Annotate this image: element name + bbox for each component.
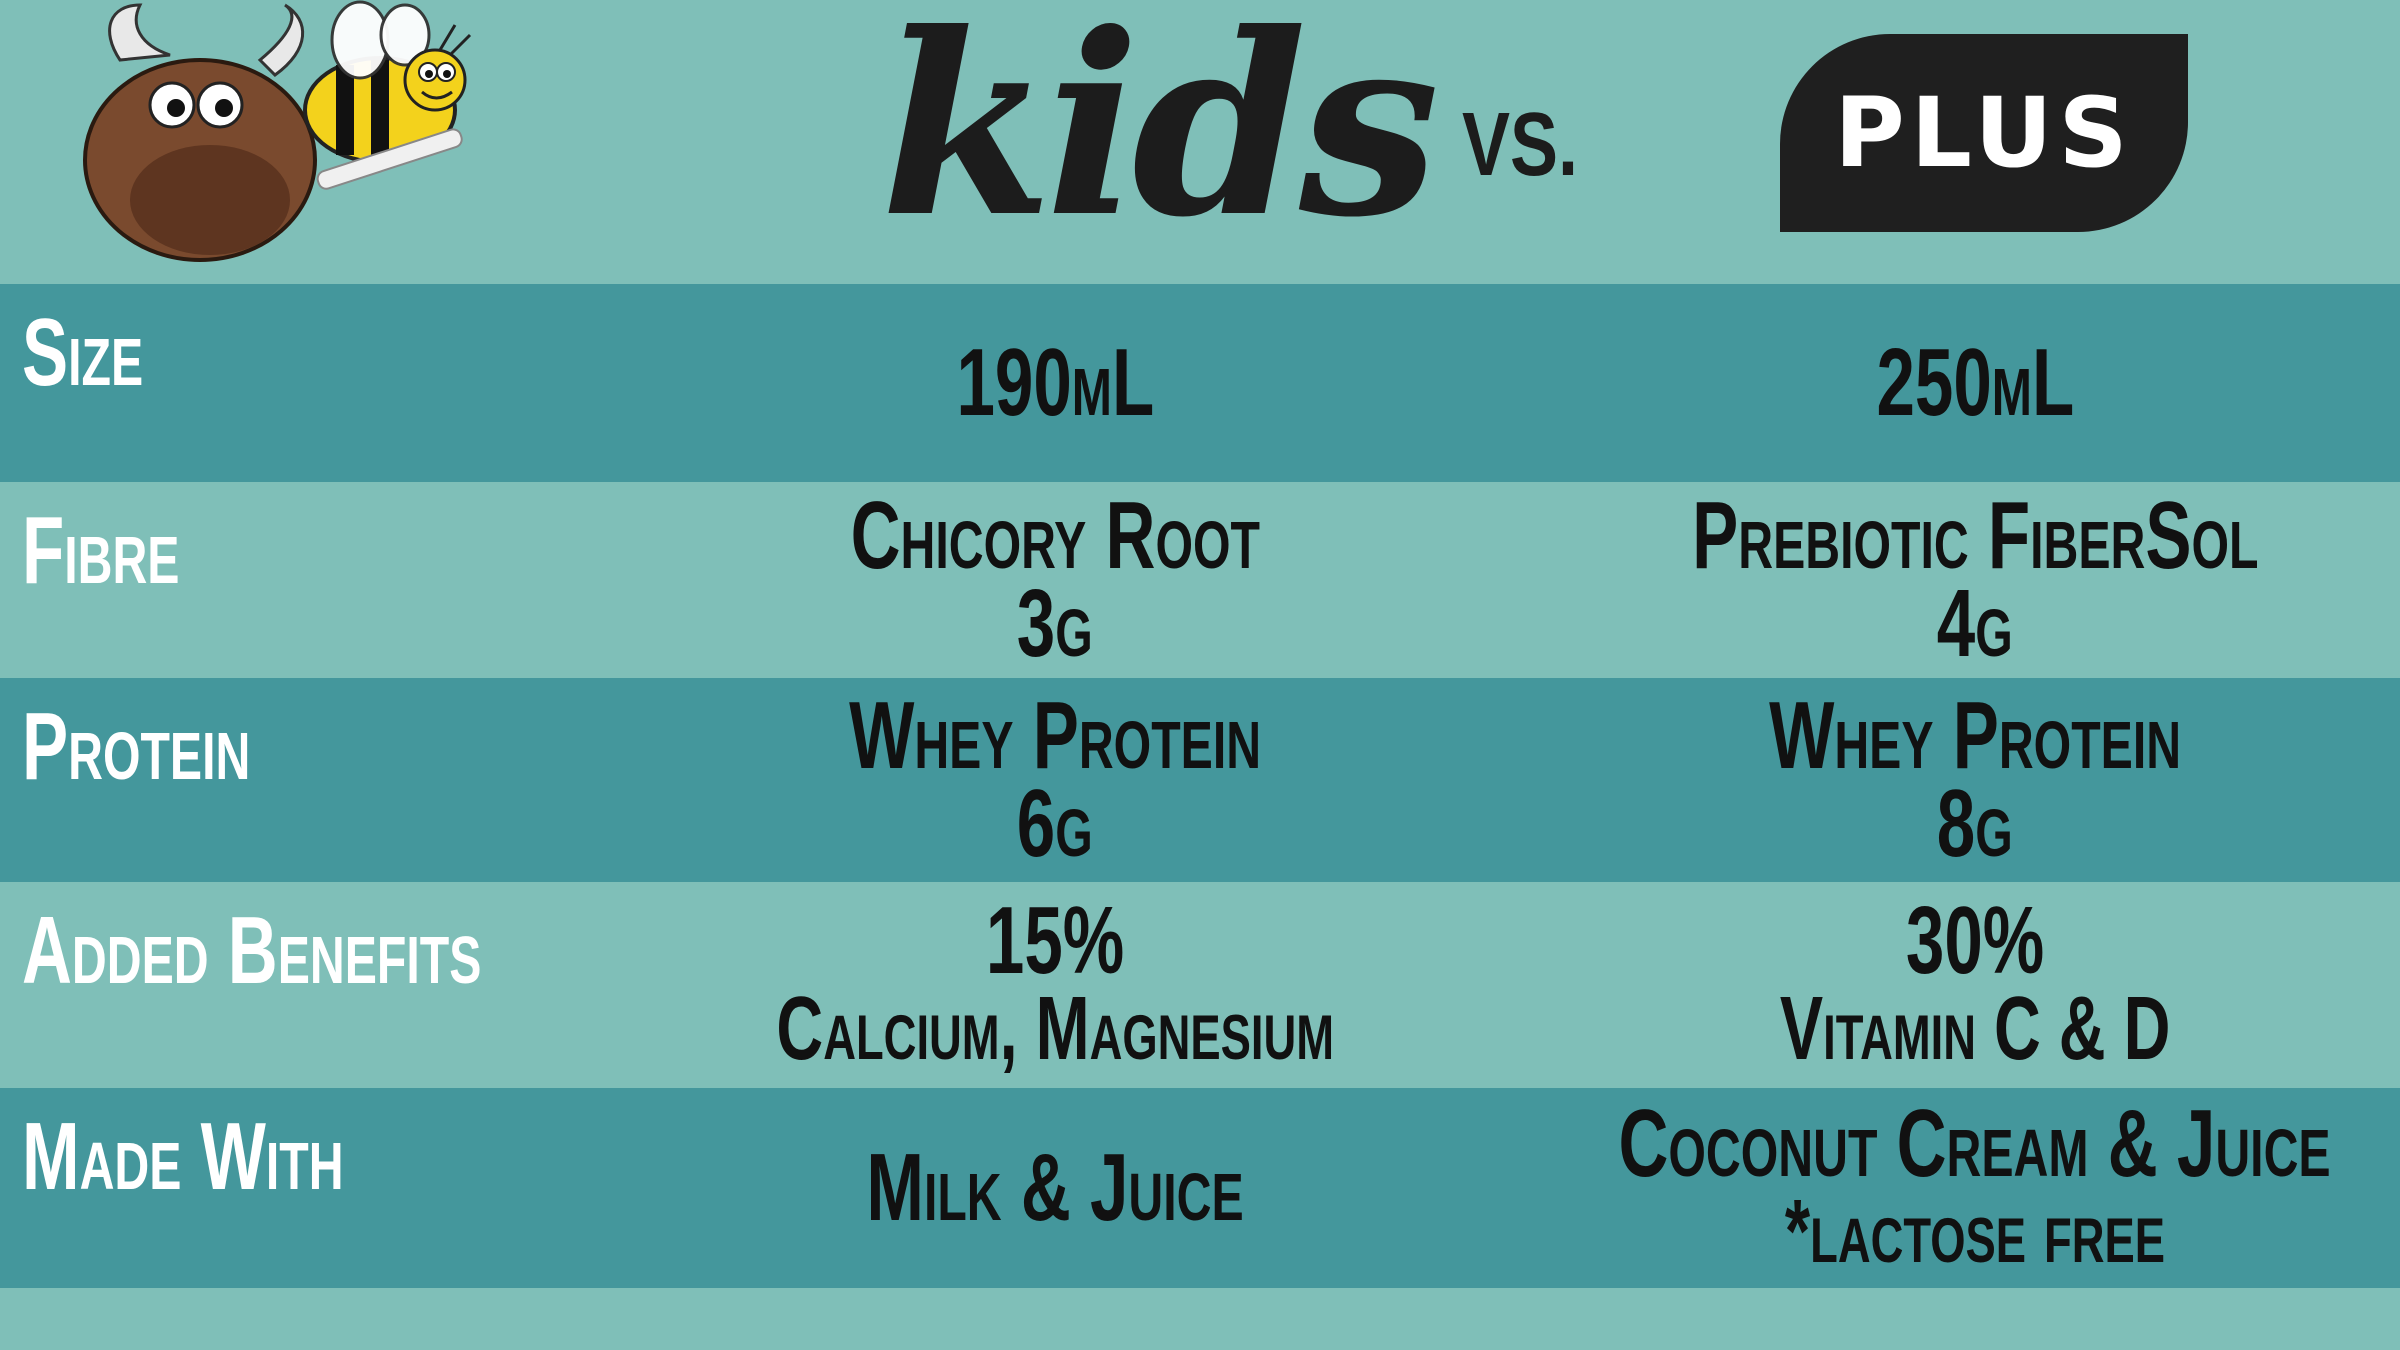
plus-protein-type: Whey Protein [1768,682,2181,789]
plus-fibre-type: Prebiotic FiberSol [1691,482,2259,589]
plus-label: PLUS [1834,77,2134,189]
vs-label: VS. [1461,95,1579,195]
kids-fibre-type: Chicory Root [850,482,1260,589]
plus-benefits-cell: 30% Vitamin C & D [1580,882,2370,1088]
plus-made-with-note: *lactose free [1784,1182,2166,1282]
plus-made-with-cell: Coconut Cream & Juice *lactose free [1580,1088,2370,1288]
row-added-benefits: Added Benefits 15% Calcium, Magnesium 30… [0,882,2400,1088]
kids-made-with-value: Milk & Juice [866,1134,1244,1241]
plus-fibre-amount: 4g [1937,570,2013,677]
row-fibre: Fibre Chicory Root 3g Prebiotic FiberSol… [0,482,2400,678]
kids-fibre-cell: Chicory Root 3g [700,482,1410,678]
plus-size-value: 250mL [1876,329,2074,436]
kids-protein-cell: Whey Protein 6g [700,678,1410,882]
kids-benefits-nutrients: Calcium, Magnesium [776,979,1334,1079]
plus-benefits-nutrients: Vitamin C & D [1779,979,2171,1079]
kids-made-with-cell: Milk & Juice [700,1088,1410,1288]
kids-logo: kids [880,0,1440,272]
header: kids VS. PLUS [0,0,2400,284]
kids-fibre-amount: 3g [1017,570,1093,677]
kids-size-cell: 190mL [700,284,1410,482]
plus-benefits-percent: 30% [1905,887,2045,994]
row-protein: Protein Whey Protein 6g Whey Protein 8g [0,678,2400,882]
row-size: Size 190mL 250mL [0,284,2400,482]
kids-protein-type: Whey Protein [848,682,1261,789]
plus-protein-cell: Whey Protein 8g [1580,678,2370,882]
plus-protein-amount: 8g [1937,770,2013,877]
plus-size-cell: 250mL [1580,284,2370,482]
row-made-with: Made With Milk & Juice Coconut Cream & J… [0,1088,2400,1288]
row-label-size: Size [22,299,144,406]
row-label-protein: Protein [22,693,251,800]
kids-benefits-percent: 15% [985,887,1125,994]
plus-badge: PLUS [1780,34,2188,232]
yak-and-bee-mascot-icon [83,0,472,262]
row-label-made-with: Made With [22,1103,344,1210]
row-label-fibre: Fibre [22,497,180,604]
kids-benefits-cell: 15% Calcium, Magnesium [700,882,1410,1088]
plus-fibre-cell: Prebiotic FiberSol 4g [1580,482,2370,678]
footer-band [0,1288,2400,1350]
kids-protein-amount: 6g [1017,770,1093,877]
kids-size-value: 190mL [956,329,1154,436]
plus-made-with-value: Coconut Cream & Juice [1618,1090,2332,1197]
row-label-added-benefits: Added Benefits [22,897,482,1004]
